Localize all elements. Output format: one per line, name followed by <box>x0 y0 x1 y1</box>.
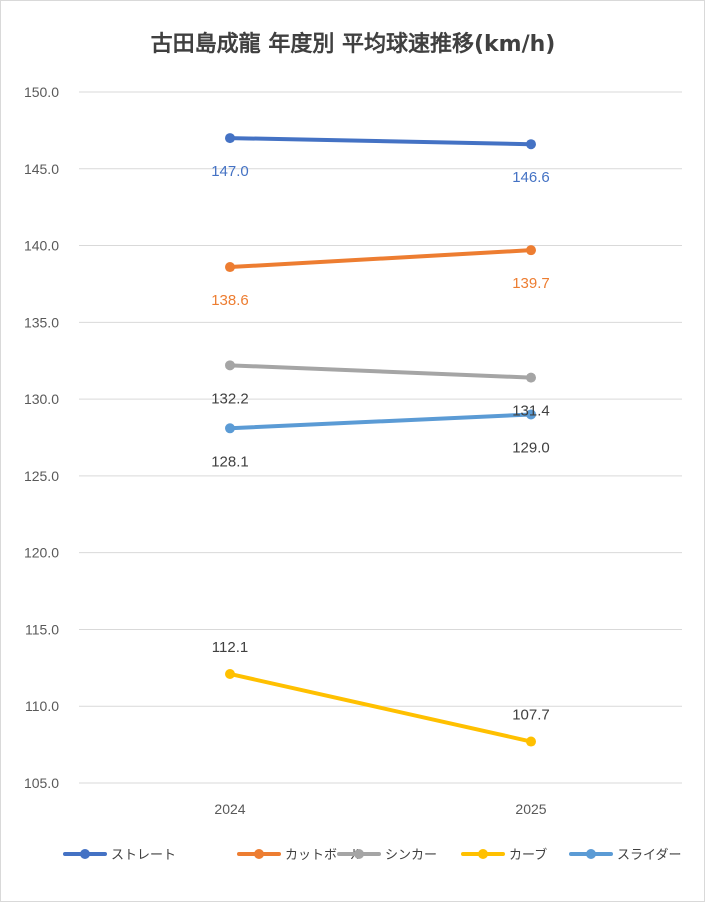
y-tick-label: 110.0 <box>25 698 59 714</box>
data-point <box>225 133 235 144</box>
y-axis: 150.0 145.0 140.0 135.0 130.0 125.0 120.0 115.0… <box>24 84 59 791</box>
data-label: 147.0 <box>211 163 249 180</box>
x-tick-label: 2024 <box>214 801 245 817</box>
legend-marker <box>80 849 90 859</box>
gridlines <box>79 91 682 784</box>
series-line <box>228 412 533 431</box>
legend-label: スライダー <box>617 848 681 863</box>
legend: ストレート カットボール シンカー カーブ スライダー <box>63 847 681 863</box>
series-group <box>225 133 536 747</box>
y-tick-label: 105.0 <box>24 775 59 791</box>
legend-label: ストレート <box>111 848 176 863</box>
data-label: 132.2 <box>211 390 249 407</box>
series-line <box>228 136 533 147</box>
data-point <box>526 736 536 747</box>
legend-marker <box>354 849 364 859</box>
y-tick-label: 145.0 <box>24 161 59 177</box>
data-label: 129.0 <box>512 439 550 456</box>
series-line <box>228 248 533 270</box>
legend-marker <box>586 849 596 859</box>
x-axis: 2024 2025 <box>214 801 546 817</box>
series-line <box>228 671 533 744</box>
data-point <box>526 245 536 256</box>
y-tick-label: 130.0 <box>24 391 59 407</box>
data-point <box>225 668 235 679</box>
data-point <box>526 409 536 420</box>
data-label: 139.7 <box>512 275 550 292</box>
data-point <box>526 372 536 383</box>
legend-marker <box>478 849 488 859</box>
legend-label: シンカー <box>385 848 437 863</box>
data-label: 131.4 <box>512 403 550 420</box>
y-tick-label: 115.0 <box>25 621 59 637</box>
y-tick-label: 140.0 <box>24 238 59 254</box>
data-label: 112.1 <box>212 639 248 656</box>
y-tick-label: 125.0 <box>24 468 59 484</box>
legend-marker <box>254 849 264 859</box>
data-point <box>225 360 235 371</box>
data-label: 138.6 <box>211 292 249 309</box>
y-tick-label: 150.0 <box>24 84 59 100</box>
y-tick-label: 120.0 <box>24 545 59 561</box>
data-point <box>225 262 235 273</box>
legend-label: カットボール <box>285 848 363 863</box>
y-tick-label: 135.0 <box>24 314 59 330</box>
data-label: 146.6 <box>512 169 550 186</box>
data-label: 107.7 <box>512 707 550 724</box>
data-label: 128.1 <box>211 453 249 470</box>
x-tick-label: 2025 <box>515 801 546 817</box>
chart-title: 古田島成龍 年度別 平均球速推移(km/h) <box>151 31 556 57</box>
legend-label: カーブ <box>509 847 547 863</box>
data-point <box>526 139 536 150</box>
data-point <box>225 423 235 434</box>
data-labels: 147.0 146.6 138.6 139.7 132.2 131.4 112.1 107.7… <box>211 163 550 723</box>
series-line <box>228 363 533 380</box>
